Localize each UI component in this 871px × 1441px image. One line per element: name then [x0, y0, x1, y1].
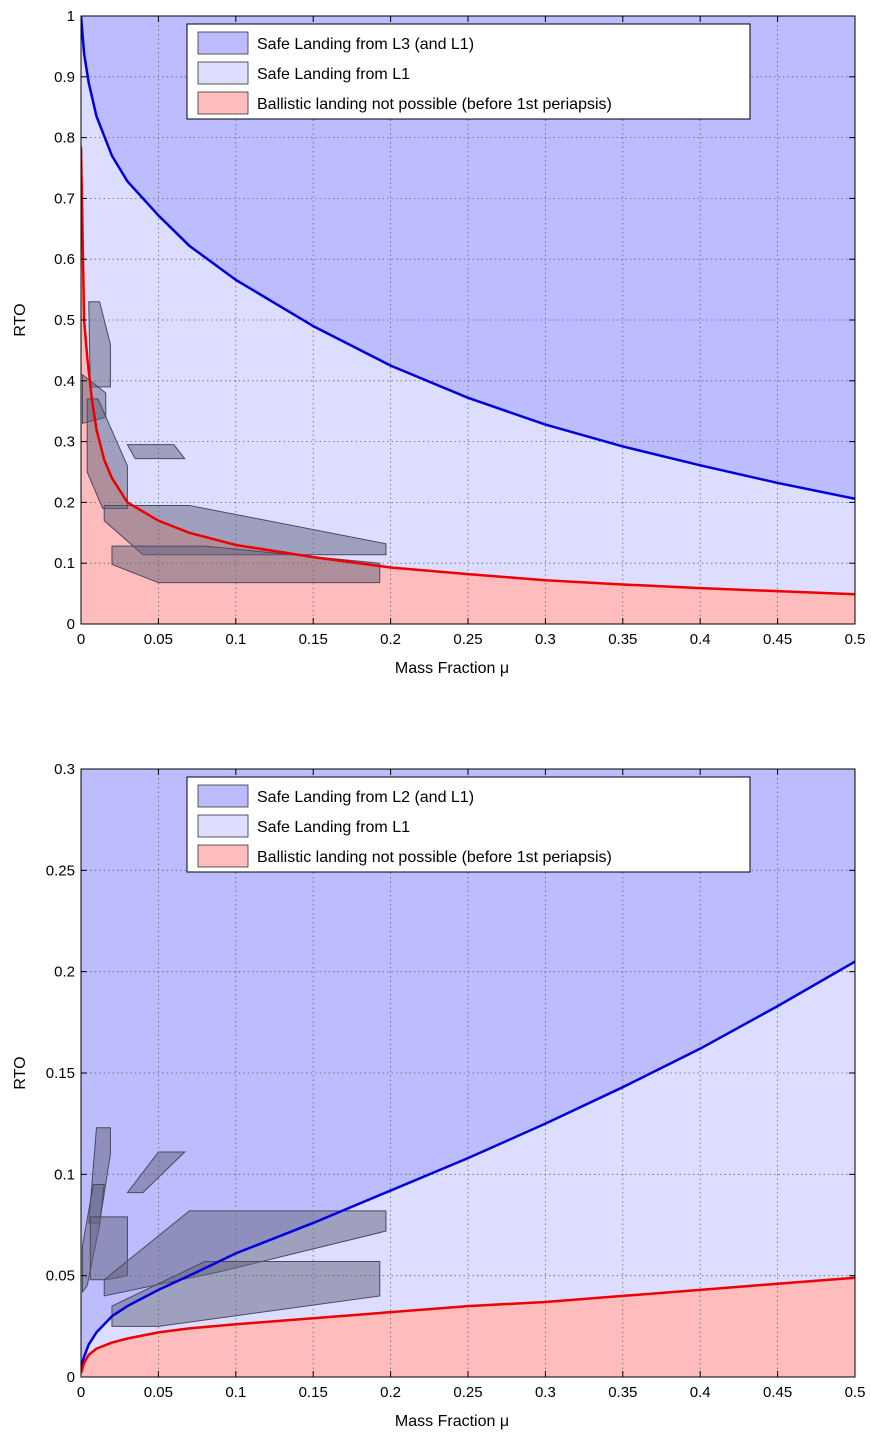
- y-tick-label: 0.25: [46, 862, 75, 879]
- legend-label-lower: Ballistic landing not possible (before 1…: [257, 96, 612, 113]
- y-tick-label: 1: [67, 8, 75, 25]
- y-axis-label: RTO: [12, 1056, 29, 1089]
- x-tick-label: 0.3: [535, 1384, 556, 1401]
- legend-box: [186, 776, 751, 873]
- x-tick-label: 0.05: [144, 1384, 173, 1401]
- legend-swatch-upper: [197, 784, 249, 808]
- y-tick-label: 0.5: [54, 312, 75, 329]
- x-tick-label: 0.1: [225, 1384, 246, 1401]
- y-tick-label: 0.8: [54, 130, 75, 147]
- legend: Safe Landing from L3 (and L1) Safe Landin…: [186, 23, 751, 120]
- x-tick-label: 0.45: [763, 631, 792, 648]
- y-tick-label: 0.4: [54, 373, 75, 390]
- x-tick-label: 0.2: [380, 631, 401, 648]
- x-tick-label: 0.45: [763, 1384, 792, 1401]
- y-tick-label: 0.15: [46, 1065, 75, 1082]
- overlay-region-4: [126, 444, 186, 460]
- x-tick-label: 0.15: [299, 631, 328, 648]
- y-tick-label: 0.1: [54, 555, 75, 572]
- y-tick-label: 0.2: [54, 494, 75, 511]
- x-tick-label: 0.35: [608, 1384, 637, 1401]
- upper-boundary-curve: [81, 16, 855, 500]
- legend: Safe Landing from L2 (and L1) Safe Landin…: [186, 776, 751, 873]
- x-axis-label: Mass Fraction μ: [395, 1413, 509, 1430]
- y-tick-label: 0.2: [54, 964, 75, 981]
- x-tick-label: 0.15: [299, 1384, 328, 1401]
- legend-label-middle: Safe Landing from L1: [257, 66, 410, 83]
- legend-swatch-lower: [197, 91, 249, 115]
- legend-swatch-upper: [197, 31, 249, 55]
- x-tick-label: 0.2: [380, 1384, 401, 1401]
- legend-swatch-lower: [197, 844, 249, 868]
- legend-label-upper: Safe Landing from L2 (and L1): [257, 789, 474, 806]
- upper-boundary-curve: [81, 960, 855, 1368]
- x-tick-label: 0.5: [845, 631, 866, 648]
- legend-label-upper: Safe Landing from L3 (and L1): [257, 36, 474, 53]
- x-tick-label: 0: [77, 1384, 85, 1401]
- overlay-region-6: [111, 545, 381, 584]
- y-tick-label: 0: [67, 1369, 75, 1386]
- x-tick-label: 0.35: [608, 631, 637, 648]
- overlay-region-5: [103, 1210, 387, 1297]
- x-tick-label: 0.3: [535, 631, 556, 648]
- y-tick-label: 0.7: [54, 190, 75, 207]
- legend-label-lower: Ballistic landing not possible (before 1…: [257, 849, 612, 866]
- y-axis-label: RTO: [12, 303, 29, 336]
- top-chart: 0 0.05 0.1 0.15 0.2 0.25 0.3 0.35 0.4 0.45 0.5 0 0.1…: [12, 8, 865, 677]
- x-tick-label: 0.05: [144, 631, 173, 648]
- bottom-chart: 0 0.05 0.1 0.15 0.2 0.25 0.3 0.35 0.4 0.45 0.5 0 0.0…: [12, 761, 865, 1430]
- overlay-region-5: [103, 504, 387, 556]
- y-tick-label: 0.3: [54, 434, 75, 451]
- y-tick-label: 0: [67, 616, 75, 633]
- region-upper: [81, 16, 855, 499]
- y-tick-label: 0.9: [54, 69, 75, 86]
- x-tick-label: 0.25: [453, 631, 482, 648]
- overlay-region-4: [126, 1151, 186, 1194]
- x-tick-label: 0.25: [453, 1384, 482, 1401]
- lower-boundary-curve: [81, 146, 855, 596]
- x-tick-label: 0: [77, 631, 85, 648]
- x-tick-label: 0.1: [225, 631, 246, 648]
- y-tick-label: 0.6: [54, 251, 75, 268]
- y-tick-label: 0.3: [54, 761, 75, 778]
- y-tick-label: 0.05: [46, 1268, 75, 1285]
- x-axis-label: Mass Fraction μ: [395, 660, 509, 677]
- legend-swatch-middle: [197, 61, 249, 85]
- legend-swatch-middle: [197, 814, 249, 838]
- x-tick-label: 0.4: [690, 1384, 711, 1401]
- y-tick-label: 0.1: [54, 1166, 75, 1183]
- legend-label-middle: Safe Landing from L1: [257, 819, 410, 836]
- lower-boundary-curve: [81, 1276, 855, 1374]
- legend-box: [186, 23, 751, 120]
- x-tick-label: 0.4: [690, 631, 711, 648]
- x-tick-label: 0.5: [845, 1384, 866, 1401]
